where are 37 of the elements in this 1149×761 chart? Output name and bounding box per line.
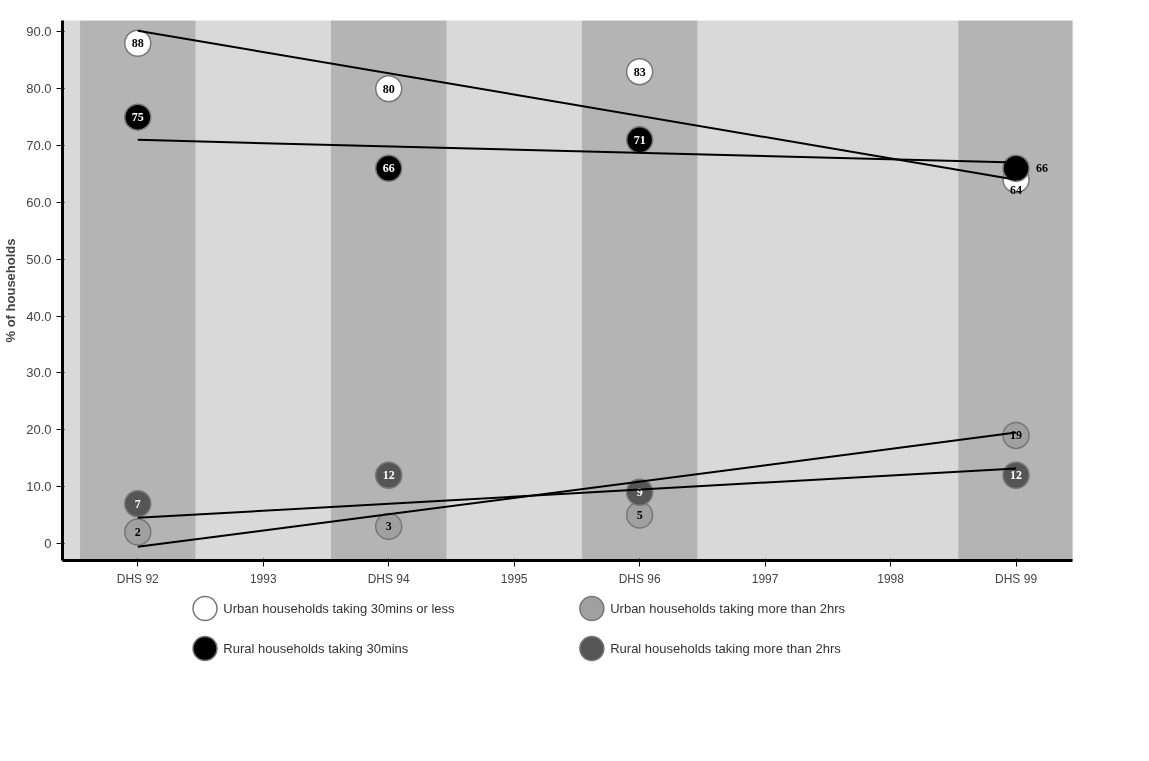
data-label: 88 <box>131 36 144 51</box>
data-label: 75 <box>131 110 144 125</box>
x-tick-label: 1998 <box>877 571 905 586</box>
y-tick-label: 40.0 <box>26 308 52 324</box>
y-tick-label: 0 <box>44 535 52 551</box>
x-tick-label: DHS 99 <box>995 571 1038 586</box>
x-tick-label: 1997 <box>751 571 779 586</box>
legend-label: Rural households taking 30mins <box>223 641 409 656</box>
data-label: 83 <box>633 64 646 79</box>
y-tick-label: 80.0 <box>26 81 52 97</box>
y-tick-label: 50.0 <box>26 251 52 267</box>
data-label: 64 <box>1010 182 1023 197</box>
x-tick-label: DHS 92 <box>116 571 160 586</box>
legend-label: Urban households taking 30mins or less <box>223 601 456 616</box>
data-label: 12 <box>382 468 395 483</box>
data-label: 80 <box>382 81 395 96</box>
data-label: 7 <box>134 496 141 511</box>
y-tick-label: 10.0 <box>26 479 52 495</box>
data-label: 2 <box>134 525 141 540</box>
data-label: 5 <box>636 508 643 523</box>
y-tick-label: 70.0 <box>26 138 52 154</box>
x-tick-label: 1995 <box>500 571 528 586</box>
y-tick-label: 20.0 <box>26 422 52 438</box>
x-tick-label: 1993 <box>249 571 277 586</box>
data-label: 3 <box>385 519 392 534</box>
x-tick-label: DHS 94 <box>367 571 411 586</box>
y-tick-label: 90.0 <box>26 24 52 40</box>
legend-label: Rural households taking more than 2hrs <box>610 641 842 656</box>
x-tick-label: DHS 96 <box>618 571 661 586</box>
data-label: 12 <box>1010 468 1023 483</box>
y-tick-label: 30.0 <box>26 365 52 381</box>
data-label: 66 <box>1036 161 1049 176</box>
data-label: 71 <box>633 132 646 147</box>
y-tick-label: 60.0 <box>26 194 52 210</box>
legend-label: Urban households taking more than 2hrs <box>610 601 846 616</box>
y-axis-title: % of households <box>3 238 19 343</box>
data-label: 66 <box>382 161 395 176</box>
